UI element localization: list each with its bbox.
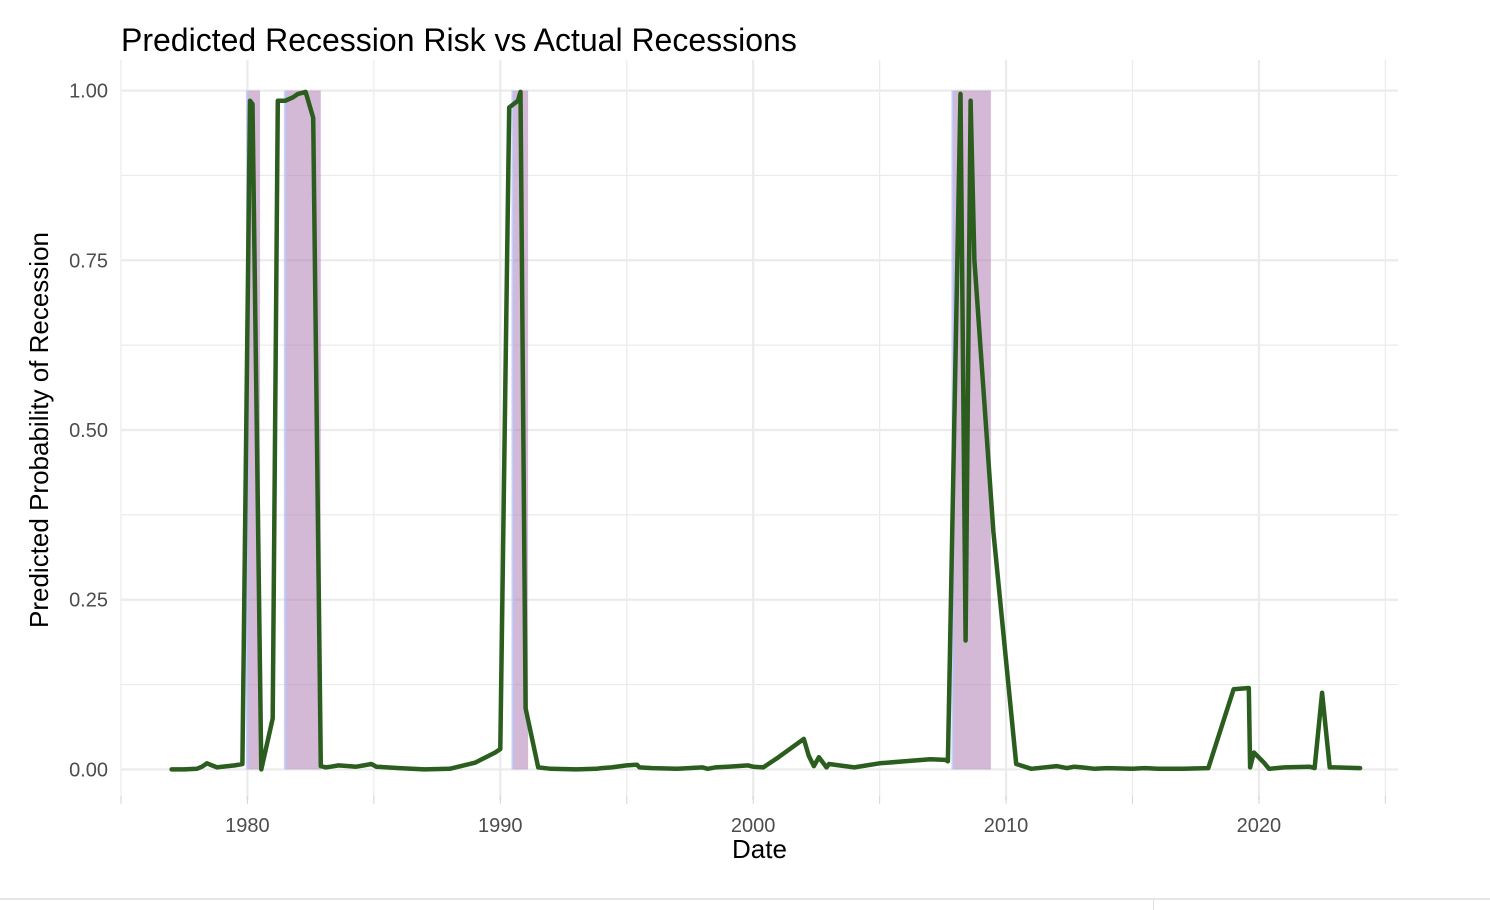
y-axis-title: Predicted Probability of Recession (24, 232, 54, 628)
x-tick-label: 1990 (478, 815, 523, 837)
probability-line (169, 89, 1363, 772)
x-tick-label: 1980 (225, 815, 270, 837)
chart-title: Predicted Recession Risk vs Actual Reces… (121, 22, 797, 58)
panel-bottom-border (0, 898, 1490, 900)
y-tick-label: 0.75 (69, 250, 108, 272)
y-tick-labels: 0.00 0.25 0.50 0.75 1.00 (69, 81, 108, 782)
probability-series (169, 89, 1363, 772)
x-tick-label: 2010 (984, 815, 1029, 837)
x-tick-labels: 1980 1990 2000 2010 2020 (225, 815, 1281, 837)
y-tick-label: 0.25 (69, 590, 108, 612)
x-axis-title: Date (732, 834, 787, 864)
x-axis-tick-marks (120, 796, 1386, 804)
x-tick-label: 2020 (1237, 815, 1282, 837)
panel-divider (1153, 900, 1154, 910)
y-tick-label: 0.50 (69, 420, 108, 442)
x-tick-label: 2000 (731, 815, 776, 837)
y-tick-label: 0.00 (69, 759, 108, 781)
y-tick-label: 1.00 (69, 81, 108, 103)
